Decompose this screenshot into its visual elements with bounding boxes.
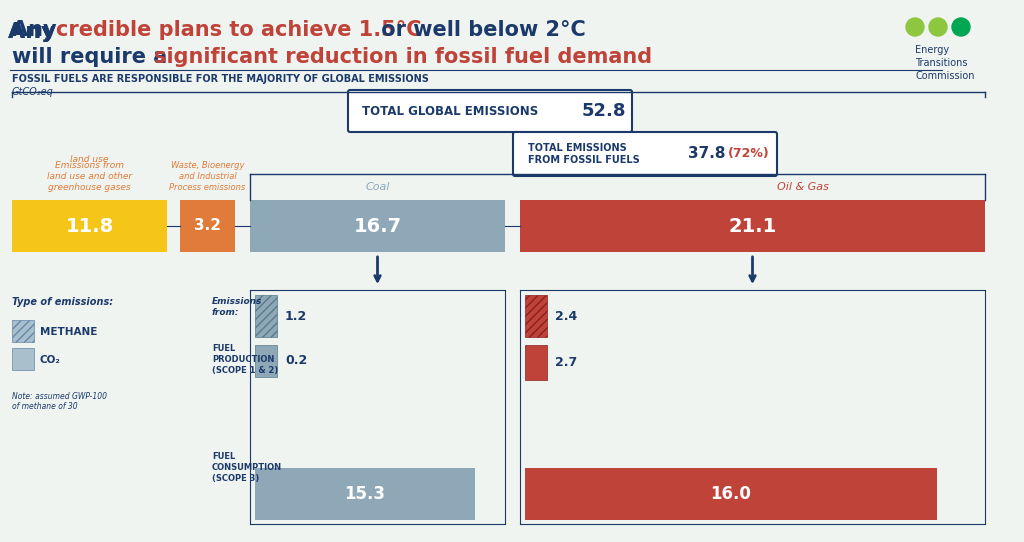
Text: GtCO₂eq: GtCO₂eq [12,87,54,97]
Text: 2.7: 2.7 [555,356,578,369]
Bar [525,468,937,520]
Ellipse shape [929,18,947,36]
Bar [250,200,505,252]
Text: TOTAL EMISSIONS
FROM FOSSIL FUELS: TOTAL EMISSIONS FROM FOSSIL FUELS [528,143,640,165]
Text: Any: Any [8,22,63,42]
Text: credible plans to achieve 1.5°C: credible plans to achieve 1.5°C [56,20,422,40]
Text: Note: assumed GWP-100
of methane of 30: Note: assumed GWP-100 of methane of 30 [12,392,106,411]
Text: Oil & Gas: Oil & Gas [776,182,828,192]
Text: 3.2: 3.2 [194,218,221,234]
Bar [255,468,475,520]
Text: 16.7: 16.7 [353,216,401,236]
Text: 52.8: 52.8 [582,102,627,120]
Text: land use: land use [71,155,109,164]
Text: or well below 2°C: or well below 2°C [374,20,586,40]
Text: 16.0: 16.0 [711,485,752,503]
Text: 2.4: 2.4 [555,309,578,322]
Text: TOTAL GLOBAL EMISSIONS: TOTAL GLOBAL EMISSIONS [362,105,539,118]
Text: Waste, Bioenergy
and Industrial
Process emissions: Waste, Bioenergy and Industrial Process … [169,161,246,192]
FancyBboxPatch shape [513,132,777,176]
Ellipse shape [952,18,970,36]
Bar [12,200,167,252]
Text: 15.3: 15.3 [344,485,385,503]
Bar [525,345,547,380]
Text: Emissions from
land use and other
greenhouse gases: Emissions from land use and other greenh… [47,161,132,192]
Text: Type of emissions:: Type of emissions: [12,297,113,307]
Bar [180,200,234,252]
Bar [525,295,547,337]
Text: FUEL
PRODUCTION
(SCOPE 1 & 2): FUEL PRODUCTION (SCOPE 1 & 2) [212,344,279,375]
Text: 0.2: 0.2 [285,354,307,367]
Text: 1.2: 1.2 [285,309,307,322]
Text: (72%): (72%) [728,147,770,160]
Text: significant reduction in fossil fuel demand: significant reduction in fossil fuel dem… [154,47,652,67]
Text: 11.8: 11.8 [66,216,114,236]
Text: Any: Any [8,22,63,42]
Text: 21.1: 21.1 [728,216,776,236]
Text: Energy
Transitions
Commission: Energy Transitions Commission [915,45,975,81]
Text: CO₂: CO₂ [40,355,60,365]
Bar [12,320,34,342]
Bar [255,345,278,377]
Text: Any: Any [12,20,63,40]
Bar [520,200,985,252]
Ellipse shape [906,18,924,36]
Bar [12,348,34,370]
Text: METHANE: METHANE [40,327,97,337]
Text: 37.8: 37.8 [688,146,725,162]
Text: FOSSIL FUELS ARE RESPONSIBLE FOR THE MAJORITY OF GLOBAL EMISSIONS: FOSSIL FUELS ARE RESPONSIBLE FOR THE MAJ… [12,74,429,84]
Text: will require a: will require a [12,47,174,67]
Text: FUEL
CONSUMPTION
(SCOPE 3): FUEL CONSUMPTION (SCOPE 3) [212,452,283,483]
Text: Coal: Coal [366,182,390,192]
FancyBboxPatch shape [348,90,632,132]
Text: Emissions
from:: Emissions from: [212,297,262,317]
Bar [255,295,278,337]
